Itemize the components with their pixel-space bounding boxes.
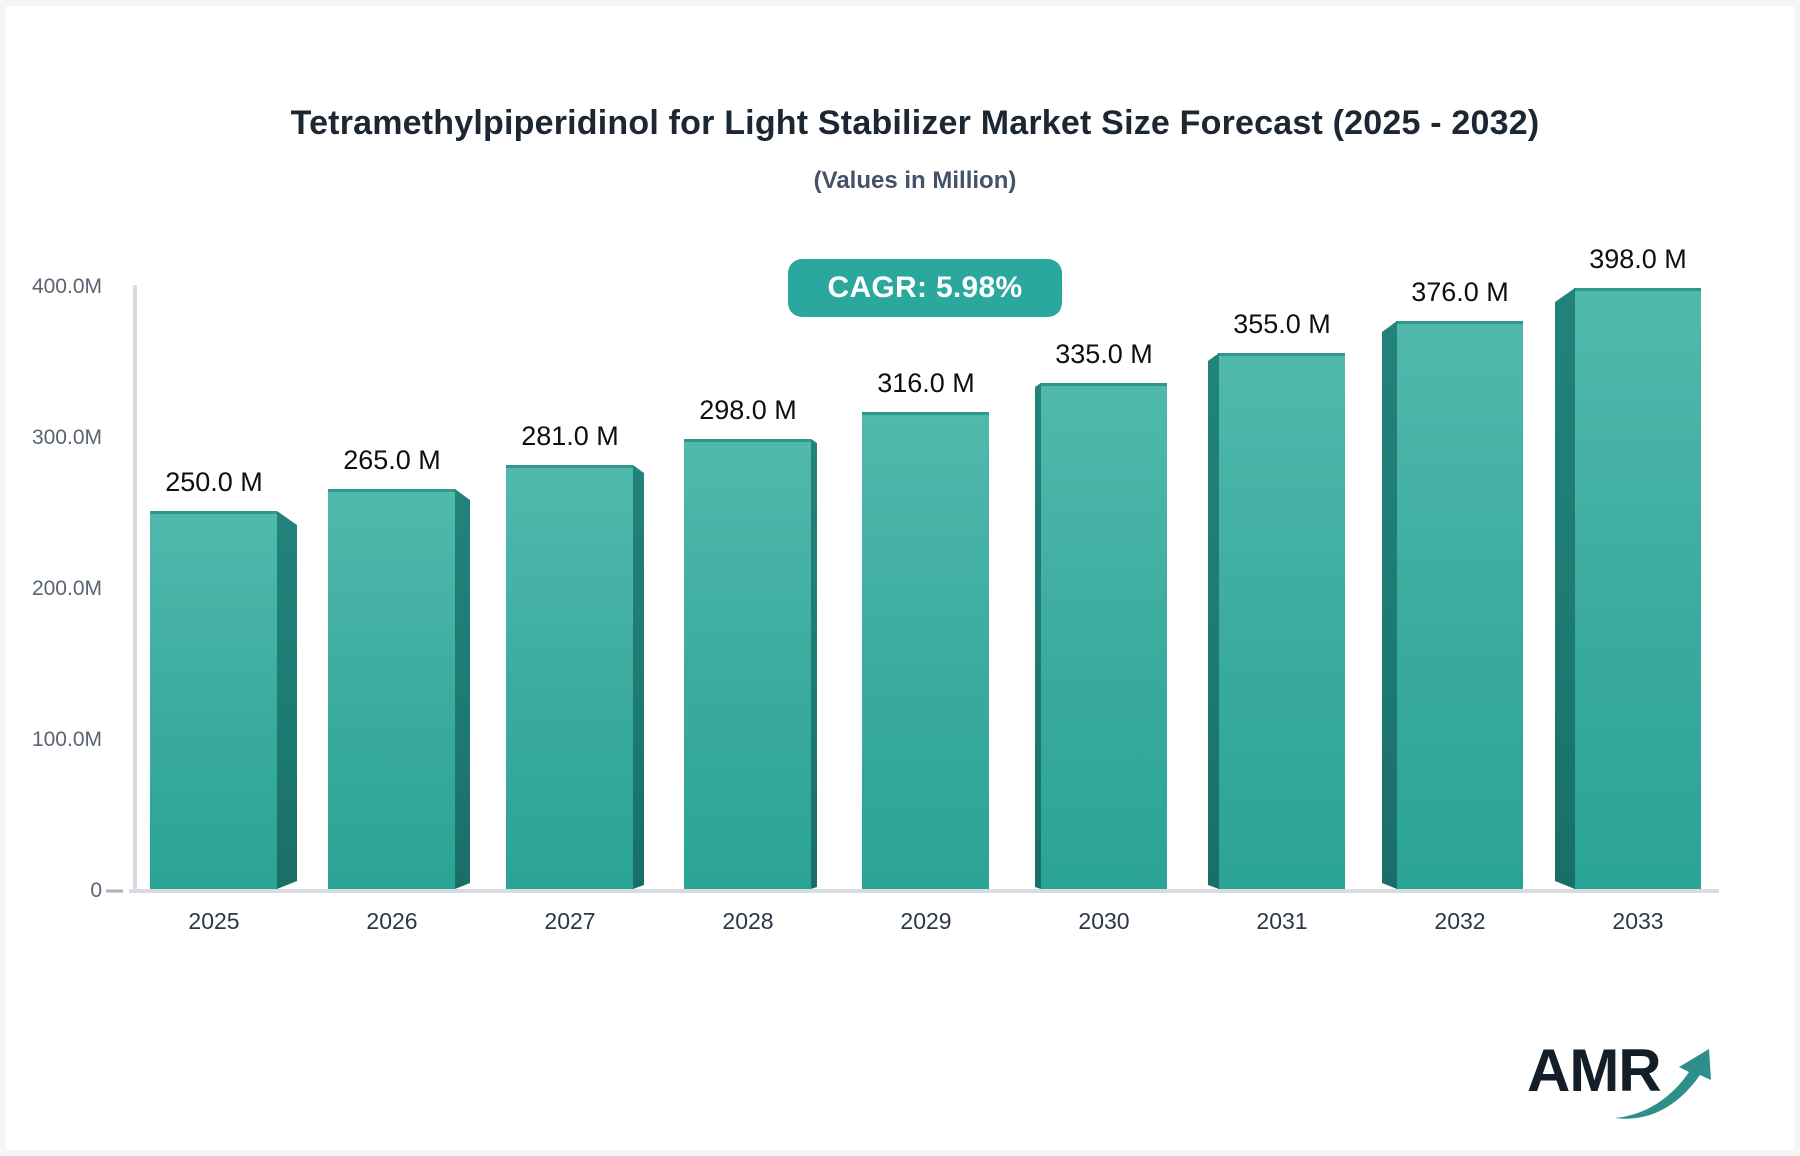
bar-2029[interactable] bbox=[862, 412, 989, 889]
bar-value-label-2027: 281.0 M bbox=[521, 421, 619, 451]
amr-logo: AMR bbox=[1527, 1028, 1717, 1119]
bar-2033[interactable] bbox=[1574, 288, 1701, 889]
bar-2033-side-face bbox=[1555, 288, 1575, 889]
bar-2027-side-face bbox=[633, 465, 644, 889]
bar-2032[interactable] bbox=[1396, 321, 1523, 889]
chart-subtitle: (Values in Million) bbox=[813, 167, 1017, 194]
x-axis-label-2029: 2029 bbox=[900, 908, 952, 934]
x-axis-label-2027: 2027 bbox=[544, 908, 596, 934]
bar-2028-side-face bbox=[811, 439, 817, 889]
bar-value-label-2033: 398.0 M bbox=[1589, 244, 1687, 274]
x-axis-label-2032: 2032 bbox=[1434, 908, 1486, 934]
bar-value-label-2029: 316.0 M bbox=[877, 368, 975, 398]
chart-title: Tetramethylpiperidinol for Light Stabili… bbox=[290, 104, 1540, 142]
x-axis-label-2028: 2028 bbox=[722, 908, 774, 934]
x-axis-label-2030: 2030 bbox=[1078, 908, 1130, 934]
x-axis-label-2025: 2025 bbox=[188, 908, 240, 934]
y-axis-label-100: 100.0M bbox=[31, 728, 102, 751]
bar-2031[interactable] bbox=[1218, 353, 1345, 889]
amr-logo-text: AMR bbox=[1527, 1037, 1662, 1104]
cagr-badge: CAGR: 5.98% bbox=[788, 259, 1062, 317]
bar-2026-side-face bbox=[455, 489, 470, 889]
y-axis-label-200: 200.0M bbox=[31, 577, 102, 600]
bar-value-label-2025: 250.0 M bbox=[165, 467, 263, 497]
bar-value-label-2028: 298.0 M bbox=[699, 395, 797, 425]
bar-2031-side-face bbox=[1208, 353, 1219, 889]
bar-value-label-2032: 376.0 M bbox=[1411, 277, 1509, 307]
bar-2025[interactable] bbox=[150, 511, 277, 889]
chart-card: Tetramethylpiperidinol for Light Stabili… bbox=[6, 6, 1794, 1150]
bar-2026[interactable] bbox=[328, 489, 455, 889]
growth-arrow-icon bbox=[1615, 1049, 1711, 1119]
zero-tick-mark bbox=[106, 889, 123, 893]
chart-header: Tetramethylpiperidinol for Light Stabili… bbox=[36, 6, 1794, 195]
x-axis-line bbox=[129, 889, 1719, 893]
y-axis-label-300: 300.0M bbox=[31, 426, 102, 449]
y-axis-label-0: 0 bbox=[90, 879, 102, 902]
x-axis-label-2026: 2026 bbox=[366, 908, 418, 934]
x-axis-label-2031: 2031 bbox=[1256, 908, 1308, 934]
bar-2030-side-face bbox=[1035, 383, 1041, 889]
bar-value-label-2030: 335.0 M bbox=[1055, 339, 1153, 369]
x-axis-label-2033: 2033 bbox=[1612, 908, 1664, 934]
bar-value-label-2026: 265.0 M bbox=[343, 445, 441, 475]
bar-2027[interactable] bbox=[506, 465, 633, 889]
bar-2028[interactable] bbox=[684, 439, 811, 889]
bar-2025-side-face bbox=[277, 511, 297, 889]
y-axis-line bbox=[133, 285, 137, 893]
bar-2030[interactable] bbox=[1040, 383, 1167, 889]
y-axis-label-400: 400.0M bbox=[31, 275, 102, 298]
bar-2032-side-face bbox=[1382, 321, 1397, 889]
bar-value-label-2031: 355.0 M bbox=[1233, 309, 1331, 339]
